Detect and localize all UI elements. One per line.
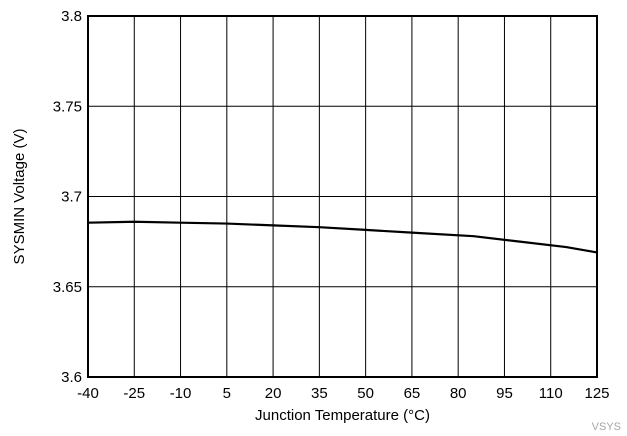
grid-lines <box>87 15 598 378</box>
x-tick-label-11: 125 <box>584 385 609 402</box>
x-axis-title: Junction Temperature (°C) <box>255 407 430 424</box>
y-tick-label-0: 3.6 <box>61 369 82 386</box>
y-tick-label-4: 3.8 <box>61 8 82 25</box>
x-tick-label-10: 110 <box>539 385 563 402</box>
y-tick-label-3: 3.75 <box>53 98 82 115</box>
x-tick-label-4: 20 <box>265 385 282 402</box>
watermark-label: VSYS <box>592 421 621 433</box>
y-axis-title: SYSMIN Voltage (V) <box>11 129 28 265</box>
series-line-0 <box>86 220 599 254</box>
plot-frame <box>87 15 598 378</box>
x-tick-label-9: 95 <box>496 385 513 402</box>
x-tick-label-3: 5 <box>223 385 231 402</box>
y-tick-label-2: 3.7 <box>61 189 82 206</box>
x-tick-label-8: 80 <box>450 385 467 402</box>
x-tick-label-0: -40 <box>77 385 99 402</box>
y-tick-labels: 3.6 3.65 3.7 3.75 3.8 <box>53 8 82 386</box>
x-tick-label-6: 50 <box>357 385 374 402</box>
series-lines <box>86 220 599 254</box>
x-tick-label-5: 35 <box>311 385 328 402</box>
y-tick-label-1: 3.65 <box>53 279 82 296</box>
x-tick-label-7: 65 <box>404 385 421 402</box>
x-tick-label-2: -10 <box>170 385 192 402</box>
x-tick-label-1: -25 <box>123 385 145 402</box>
x-tick-labels: -40 -25 -10 5 20 35 50 65 80 95 110 125 <box>77 385 609 402</box>
